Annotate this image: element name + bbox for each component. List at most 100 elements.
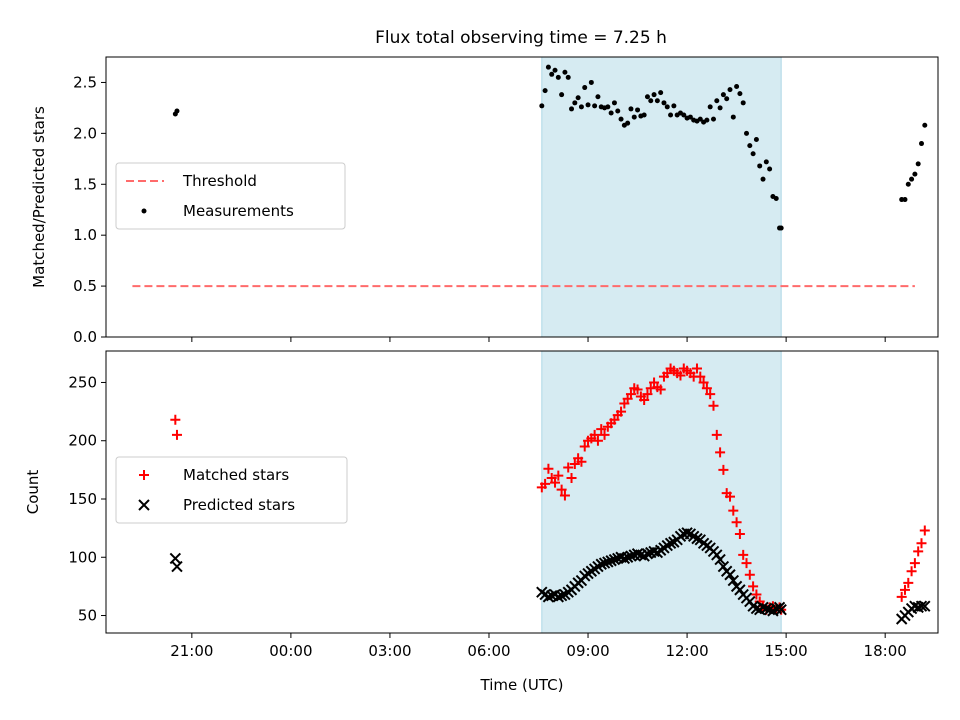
matched-star-point	[543, 463, 554, 474]
measurement-point	[704, 117, 710, 123]
count-x-tick-label: 21:00	[170, 642, 213, 660]
measurement-point	[539, 103, 545, 109]
count-panel: 50 100 150 200 250 21:00 00:00 03:00 06:00 09:00…	[24, 350, 939, 694]
predicted-star-point	[919, 600, 931, 612]
matched-star-point	[639, 394, 650, 405]
measurement-point	[631, 114, 637, 120]
matched-star-point	[645, 383, 656, 394]
count-x-tick-label: 09:00	[566, 642, 609, 660]
matched-star-point	[899, 584, 910, 595]
matched-star-point	[171, 429, 182, 440]
matched-star-point	[896, 591, 907, 602]
measurement-point	[767, 166, 773, 172]
predicted-star-point	[618, 552, 631, 565]
measurement-point	[641, 112, 647, 118]
predicted-star-point	[691, 532, 703, 545]
predicted-star-point	[724, 569, 736, 581]
predicted-star-point	[727, 574, 740, 587]
matched-star-point	[589, 429, 600, 440]
measurement-point	[555, 74, 561, 80]
matched-star-point	[906, 566, 917, 577]
predicted-star-point	[598, 557, 611, 569]
ratio-y-tick-label: 1.0	[73, 226, 97, 244]
predicted-star-point	[664, 537, 677, 549]
predicted-star-point	[605, 555, 617, 567]
measurement-point	[575, 95, 581, 101]
matched-star-point	[625, 389, 636, 400]
count-legend-symbol	[139, 470, 149, 480]
matched-star-point	[642, 389, 653, 400]
matched-star-point	[540, 478, 551, 489]
measurement-point	[542, 88, 548, 94]
predicted-star-point	[555, 590, 568, 602]
measurement-point	[592, 103, 598, 109]
matched-star-point	[751, 589, 762, 600]
count-legend-box	[115, 456, 348, 524]
measurement-point	[737, 91, 743, 97]
matched-star-point	[919, 525, 930, 536]
measurement-point	[773, 196, 779, 202]
matched-star-point	[715, 447, 726, 458]
measurement-point	[644, 94, 650, 100]
matched-star-point	[550, 477, 561, 488]
ratio-legend-label: Measurements	[183, 202, 294, 220]
count-x-tick-label: 06:00	[467, 642, 510, 660]
measurement-point	[727, 87, 733, 93]
measurement-point	[559, 92, 565, 98]
measurement-point	[618, 116, 624, 122]
matched-star-point	[744, 569, 755, 580]
count-x-tick-label: 18:00	[864, 642, 907, 660]
predicted-star-point	[625, 550, 637, 562]
ratio-legend-symbol	[141, 208, 147, 214]
ratio-panel: 0.0 0.5 1.0 1.5 2.0 2.5 Matched/Predicted sta…	[30, 56, 939, 346]
measurement-point	[912, 171, 918, 177]
count-x-axis-label: Time (UTC)	[480, 676, 564, 694]
measurement-point	[918, 141, 924, 147]
predicted-star-point	[760, 602, 773, 615]
matched-star-point	[599, 429, 610, 440]
measurement-point	[625, 120, 631, 126]
predicted-star-point	[631, 548, 644, 560]
matched-star-point	[632, 384, 643, 395]
count-x-tick-label: 03:00	[368, 642, 411, 660]
measurement-point	[724, 96, 730, 102]
measurement-point	[778, 225, 784, 231]
measurement-point	[720, 92, 726, 98]
measurement-point	[174, 108, 180, 114]
ratio-y-tick-label: 2.0	[73, 124, 97, 142]
ratio-series-layer	[132, 64, 928, 288]
matched-star-point	[731, 517, 742, 528]
measurement-point	[717, 105, 723, 111]
measurement-point	[628, 106, 634, 112]
measurement-point	[687, 114, 693, 120]
measurement-point	[552, 67, 558, 73]
count-legend-label: Matched stars	[183, 466, 289, 484]
measurement-point	[909, 176, 915, 182]
ratio-series-measurements	[172, 64, 928, 231]
measurement-point	[740, 100, 746, 106]
measurement-point	[730, 114, 736, 120]
count-x-tick-label: 00:00	[269, 642, 312, 660]
predicted-star-point	[602, 556, 614, 568]
predicted-star-point	[595, 558, 607, 570]
measurement-point	[585, 102, 591, 108]
count-y-tick-label: 100	[68, 548, 97, 566]
ratio-y-tick-label: 0.5	[73, 277, 97, 295]
measurement-point	[902, 197, 908, 203]
predicted-star-point	[714, 553, 726, 566]
measurement-point	[615, 108, 621, 114]
count-axes-frame	[105, 350, 939, 634]
measurement-point	[651, 92, 657, 98]
ratio-y-tick-label: 0.0	[73, 328, 97, 346]
ratio-y-tick-label: 2.5	[73, 73, 97, 91]
measurement-point	[565, 74, 571, 80]
measurement-point	[549, 71, 555, 77]
matched-star-point	[698, 377, 709, 388]
predicted-star-point	[608, 553, 621, 566]
ratio-legend-label: Threshold	[182, 172, 257, 190]
measurement-point	[714, 98, 720, 104]
predicted-star-point	[171, 560, 183, 573]
measurement-point	[545, 64, 551, 70]
measurement-point	[595, 94, 601, 100]
